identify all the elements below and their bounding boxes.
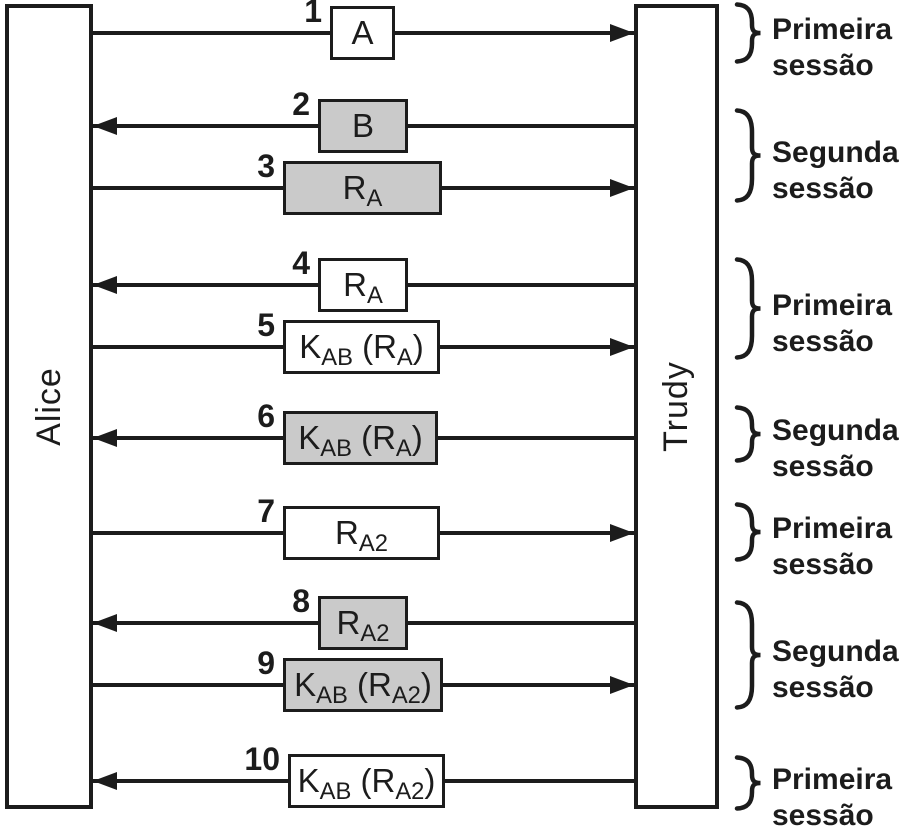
message-number-7: 7	[257, 493, 275, 529]
session-brace-icon	[733, 108, 763, 203]
arrowhead-right-icon	[610, 524, 634, 542]
message-number-8: 8	[292, 583, 310, 619]
message-label-5: KAB (RA)	[299, 328, 424, 372]
arrowhead-left-icon	[93, 276, 117, 294]
actor-label-alice: Alice	[29, 367, 68, 446]
message-label-2: B	[351, 107, 374, 144]
arrowhead-right-icon	[610, 179, 634, 197]
message-label-6: KAB (RA)	[298, 419, 423, 463]
message-box-8: RA2	[318, 596, 408, 650]
session-label-1: Primeira sessão	[772, 12, 892, 84]
message-label-8: RA2	[336, 604, 390, 648]
session-label-line1: Primeira	[772, 763, 893, 796]
message-box-4: RA	[318, 258, 408, 312]
session-label-line1: Segunda	[772, 136, 899, 169]
message-box-1: A	[330, 6, 395, 60]
session-label-line2: sessão	[772, 450, 874, 483]
message-label-4: RA	[343, 266, 383, 310]
message-number-6: 6	[257, 398, 275, 434]
arrowhead-left-icon	[93, 117, 117, 135]
session-label-5: Primeira sessão	[772, 511, 892, 583]
message-number-1: 1	[304, 0, 322, 29]
message-box-7: RA2	[283, 506, 440, 560]
message-label-7: RA2	[335, 514, 388, 558]
session-label-line2: sessão	[772, 49, 874, 82]
session-label-7: Primeira sessão	[772, 762, 892, 827]
message-number-5: 5	[257, 307, 275, 343]
session-label-line2: sessão	[772, 548, 874, 581]
message-box-3: RA	[283, 161, 442, 215]
message-label-1: A	[351, 14, 374, 51]
actor-label-trudy: Trudy	[657, 361, 695, 452]
session-brace-icon	[733, 600, 763, 710]
message-number-9: 9	[257, 645, 275, 681]
session-label-6: Segunda sessão	[772, 634, 899, 706]
session-label-line1: Segunda	[772, 635, 899, 668]
arrowhead-right-icon	[610, 24, 634, 42]
actor-box-alice: Alice	[5, 4, 93, 809]
session-label-line1: Segunda	[772, 414, 899, 447]
session-brace-icon	[733, 257, 763, 360]
message-label-9: KAB (RA2)	[294, 666, 432, 710]
message-box-9: KAB (RA2)	[283, 658, 443, 712]
message-number-2: 2	[292, 86, 310, 122]
arrowhead-left-icon	[93, 429, 117, 447]
message-number-4: 4	[292, 245, 310, 281]
arrowhead-right-icon	[610, 338, 634, 356]
session-label-line2: sessão	[772, 325, 874, 358]
session-label-line2: sessão	[772, 671, 874, 704]
arrowhead-left-icon	[93, 614, 117, 632]
actor-box-trudy: Trudy	[634, 4, 719, 809]
session-label-line1: Primeira	[772, 289, 893, 322]
message-label-10: KAB (RA2)	[297, 762, 436, 806]
session-brace-icon	[733, 755, 763, 811]
session-label-4: Segunda sessão	[772, 413, 899, 485]
message-box-10: KAB (RA2)	[288, 754, 445, 808]
session-brace-icon	[733, 405, 763, 463]
message-box-5: KAB (RA)	[283, 320, 440, 374]
arrowhead-right-icon	[610, 676, 634, 694]
session-brace-icon	[733, 2, 763, 64]
arrowhead-left-icon	[93, 772, 117, 790]
message-box-2: B	[318, 99, 408, 153]
session-brace-icon	[733, 502, 763, 562]
session-label-line1: Primeira	[772, 13, 893, 46]
session-label-3: Primeira sessão	[772, 288, 892, 360]
session-label-line2: sessão	[772, 172, 874, 205]
message-number-10: 10	[244, 741, 280, 777]
session-label-2: Segunda sessão	[772, 135, 899, 207]
message-box-6: KAB (RA)	[283, 411, 438, 465]
message-number-3: 3	[257, 148, 275, 184]
message-label-3: RA	[342, 169, 383, 213]
session-label-line2: sessão	[772, 799, 874, 827]
session-label-line1: Primeira	[772, 512, 893, 545]
